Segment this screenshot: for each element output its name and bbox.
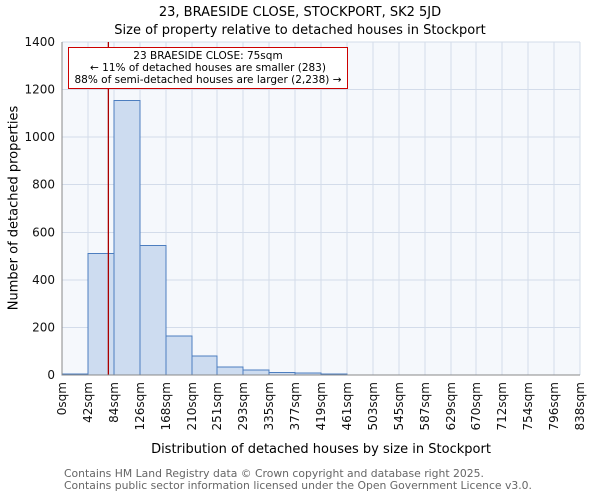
footer-line-2: Contains public sector information licen… [64,479,532,492]
bar [139,244,167,376]
x-tick-label: 419sqm [314,382,328,430]
annotation-line-3: 88% of semi-detached houses are larger (… [74,74,342,86]
bar [165,335,193,376]
bar [113,99,141,376]
y-tick-label: 0 [47,368,55,382]
y-tick-label: 200 [32,320,55,334]
x-tick-label: 0sqm [55,382,69,415]
y-tick-label: 400 [32,273,55,287]
y-tick-label: 600 [32,225,55,239]
x-axis-label: Distribution of detached houses by size … [151,442,491,457]
y-tick-label: 1200 [24,83,55,97]
x-tick-label: 168sqm [159,382,173,430]
annotation-box: 23 BRAESIDE CLOSE: 75sqm ← 11% of detach… [68,47,348,89]
chart-title: 23, BRAESIDE CLOSE, STOCKPORT, SK2 5JD [158,5,442,20]
footer: Contains HM Land Registry data © Crown c… [64,468,532,492]
x-tick-label: 210sqm [185,382,199,430]
x-tick-label: 84sqm [107,382,121,423]
x-tick-label: 503sqm [366,382,380,430]
x-tick-label: 796sqm [547,382,561,430]
x-tick-label: 838sqm [573,382,587,430]
y-tick-label: 1400 [24,35,55,49]
x-tick-label: 670sqm [469,382,483,430]
chart-subtitle: Size of property relative to detached ho… [114,23,486,38]
bar [191,355,218,376]
annotation-line-2: ← 11% of detached houses are smaller (28… [90,62,326,74]
x-tick-label: 377sqm [288,382,302,430]
x-tick-label: 251sqm [210,382,224,430]
x-tick-label: 335sqm [262,382,276,430]
footer-line-1: Contains HM Land Registry data © Crown c… [64,467,484,480]
y-tick-label: 1000 [24,130,55,144]
x-tick-label: 545sqm [392,382,406,430]
bar [216,366,244,376]
x-tick-label: 293sqm [236,382,250,430]
x-tick-label: 42sqm [81,382,95,423]
x-tick-label: 754sqm [521,382,535,430]
x-tick-label: 126sqm [133,382,147,430]
x-tick-label: 587sqm [418,382,432,430]
annotation-line-1: 23 BRAESIDE CLOSE: 75sqm [133,50,283,62]
x-tick-label: 629sqm [444,382,458,430]
x-tick-label: 461sqm [340,382,354,430]
x-tick-label: 712sqm [495,382,509,430]
bar [87,253,115,376]
bar [242,369,270,376]
y-tick-label: 800 [32,178,55,192]
